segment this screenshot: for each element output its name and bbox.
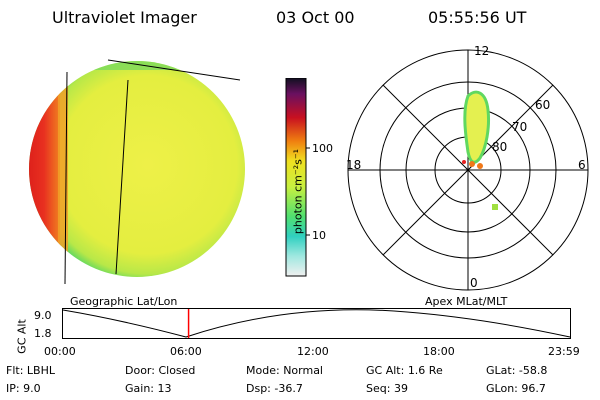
timeline-frame xyxy=(62,308,571,339)
colorbar xyxy=(285,78,310,277)
altitude-timeline xyxy=(62,308,571,339)
param-glon: GLon: 96.7 xyxy=(486,382,546,395)
limb-top xyxy=(29,61,245,70)
earth-disk xyxy=(29,61,245,277)
auroral-spot-1 xyxy=(469,161,475,167)
lat-label-60: 60 xyxy=(535,98,551,112)
y-tick-1-8: 1.8 xyxy=(34,327,52,340)
param-dsp: Dsp: -36.7 xyxy=(246,382,303,395)
dayside-glow-edge xyxy=(58,61,68,277)
colorbar-tick-100: 100 xyxy=(312,142,333,155)
mlt-label-18: 18 xyxy=(346,158,362,172)
colorbar-unit-label: photon cm⁻²s⁻¹ xyxy=(291,148,305,235)
meridian-line xyxy=(115,79,129,275)
param-flt: Flt: LBHL xyxy=(6,364,55,377)
earth-disk-image xyxy=(29,59,245,285)
param-gain: Gain: 13 xyxy=(125,382,172,395)
auroral-spot-2 xyxy=(477,163,483,169)
x-tick-0600: 06:00 xyxy=(170,345,202,358)
geographic-label: Geographic Lat/Lon xyxy=(70,295,178,308)
x-tick-1200: 12:00 xyxy=(297,345,329,358)
lat-label-80: 80 xyxy=(492,140,508,154)
param-gc-alt: GC Alt: 1.6 Re xyxy=(366,364,443,377)
instrument-title: Ultraviolet Imager xyxy=(52,8,197,27)
x-tick-0000: 00:00 xyxy=(44,345,76,358)
x-tick-2359: 23:59 xyxy=(548,345,580,358)
param-door: Door: Closed xyxy=(125,364,196,377)
y-tick-9: 9.0 xyxy=(34,309,52,322)
auroral-oval xyxy=(463,90,490,164)
auroral-patch xyxy=(492,204,498,210)
mlt-label-0: 0 xyxy=(470,276,478,290)
colorbar-tick-10: 10 xyxy=(312,229,326,242)
horizon-line xyxy=(107,59,241,81)
date-label: 03 Oct 00 xyxy=(276,8,355,27)
auroral-spot-3 xyxy=(462,160,466,164)
apex-label: Apex MLat/MLT xyxy=(425,295,508,308)
param-seq: Seq: 39 xyxy=(366,382,408,395)
mlt-label-12: 12 xyxy=(474,44,490,58)
param-mode: Mode: Normal xyxy=(246,364,323,377)
param-glat: GLat: -58.8 xyxy=(486,364,548,377)
terminator-line xyxy=(64,71,68,285)
x-tick-1800: 18:00 xyxy=(423,345,455,358)
time-label: 05:55:56 UT xyxy=(428,8,527,27)
lat-label-70: 70 xyxy=(512,120,528,134)
dayside-glow xyxy=(29,61,60,277)
polar-plot xyxy=(347,49,589,291)
gc-alt-axis-title: GC Alt xyxy=(15,319,29,354)
param-ip: IP: 9.0 xyxy=(6,382,41,395)
mlt-label-6: 6 xyxy=(578,158,586,172)
altitude-curve xyxy=(62,309,571,338)
